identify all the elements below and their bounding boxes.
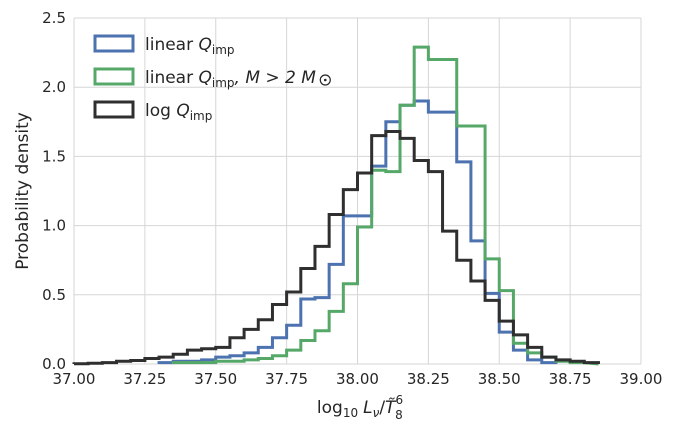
histogram-bin <box>230 338 244 364</box>
x-tick-label: 38.50 <box>478 370 521 388</box>
histogram-bin <box>202 349 216 364</box>
sun-symbol <box>319 74 331 86</box>
histogram-bin <box>457 260 471 364</box>
histogram-bin <box>584 363 598 364</box>
histogram-bin <box>88 363 102 364</box>
x-tick-label: 38.25 <box>407 370 450 388</box>
histogram-bin <box>287 292 301 364</box>
legend-swatch <box>93 67 135 86</box>
histogram-bin <box>570 361 584 364</box>
legend: linear Qimp linear Qimp, M > 2 M log Qimp <box>93 34 331 123</box>
histogram-bin <box>258 320 272 364</box>
histogram-bin <box>145 358 159 364</box>
x-label-var-sub: ν <box>373 406 380 420</box>
x-label-var: L <box>363 398 372 418</box>
x-axis-label: log10 Lν/T̃6 8 <box>317 393 403 422</box>
x-tick-label: 37.25 <box>123 370 166 388</box>
x-label-den: T̃ <box>385 397 397 418</box>
y-tick-labels: 0.0 0.5 1.0 1.5 2.0 2.5 <box>42 9 66 373</box>
histogram-bin <box>414 161 428 364</box>
y-tick-label: 2.5 <box>42 9 66 27</box>
histogram-bin <box>216 347 230 364</box>
legend-item-2: linear Qimp, M > 2 M <box>93 67 331 90</box>
histogram-bin <box>315 246 329 364</box>
series-layer <box>72 45 600 366</box>
histogram-bin <box>542 357 556 364</box>
histogram-bin <box>329 215 343 364</box>
histogram-bin <box>173 354 187 364</box>
histogram-bin <box>528 347 542 364</box>
histogram-bin <box>159 357 173 364</box>
y-tick-label: 2.0 <box>42 78 66 96</box>
histogram-bin <box>386 131 400 364</box>
x-label-slash: / <box>379 398 385 418</box>
y-tick-label: 0.5 <box>42 286 66 304</box>
y-tick-label: 0.0 <box>42 355 66 373</box>
histogram-bin <box>102 363 116 364</box>
histogram-bin <box>131 361 145 364</box>
histogram-bin <box>372 136 386 364</box>
histogram-bin <box>400 138 414 364</box>
histogram-outline <box>72 129 600 366</box>
x-tick-label: 38.00 <box>336 370 379 388</box>
x-tick-label: 38.75 <box>549 370 592 388</box>
histogram-bin <box>499 321 513 364</box>
legend-swatch <box>93 34 135 53</box>
legend-label: log Qimp <box>145 101 212 123</box>
x-label-den-sup: 6 <box>395 393 403 407</box>
histogram-bin <box>358 173 372 364</box>
x-label-base: log <box>317 398 343 418</box>
legend-label: linear Qimp, M > 2 M <box>145 68 316 90</box>
histogram-bin <box>556 360 570 364</box>
y-axis-label: Probability density <box>13 112 33 270</box>
histogram-bin <box>187 350 201 364</box>
legend-swatch <box>93 100 135 119</box>
y-tick-label: 1.5 <box>42 147 66 165</box>
histogram-outline <box>157 99 558 365</box>
histogram-bin <box>117 361 131 364</box>
histogram-bin <box>244 329 258 364</box>
x-tick-label: 39.00 <box>620 370 663 388</box>
legend-label: linear Qimp <box>145 35 235 57</box>
legend-item-3: log Qimp <box>93 100 212 123</box>
x-tick-label: 37.75 <box>265 370 308 388</box>
histogram-bin <box>428 172 442 364</box>
histogram-series-3 <box>72 129 600 366</box>
x-tick-label: 37.00 <box>53 370 96 388</box>
histogram-series-1 <box>157 99 558 365</box>
histogram-bin <box>443 231 457 364</box>
histogram-bin <box>301 269 315 364</box>
histogram-bin <box>343 190 357 364</box>
x-label-sub: 10 <box>343 406 358 420</box>
histogram-bin <box>272 304 286 364</box>
x-tick-label: 37.50 <box>194 370 237 388</box>
legend-item-1: linear Qimp <box>93 34 235 57</box>
histogram-bin <box>513 335 527 364</box>
histogram-bin <box>485 300 499 364</box>
x-label-den-sub: 8 <box>395 408 403 422</box>
sun-symbol-dot <box>323 78 327 82</box>
histogram-bin <box>471 281 485 364</box>
y-tick-label: 1.0 <box>42 217 66 235</box>
x-tick-labels: 37.00 37.25 37.50 37.75 38.00 38.25 38.50 38.75… <box>53 370 663 388</box>
